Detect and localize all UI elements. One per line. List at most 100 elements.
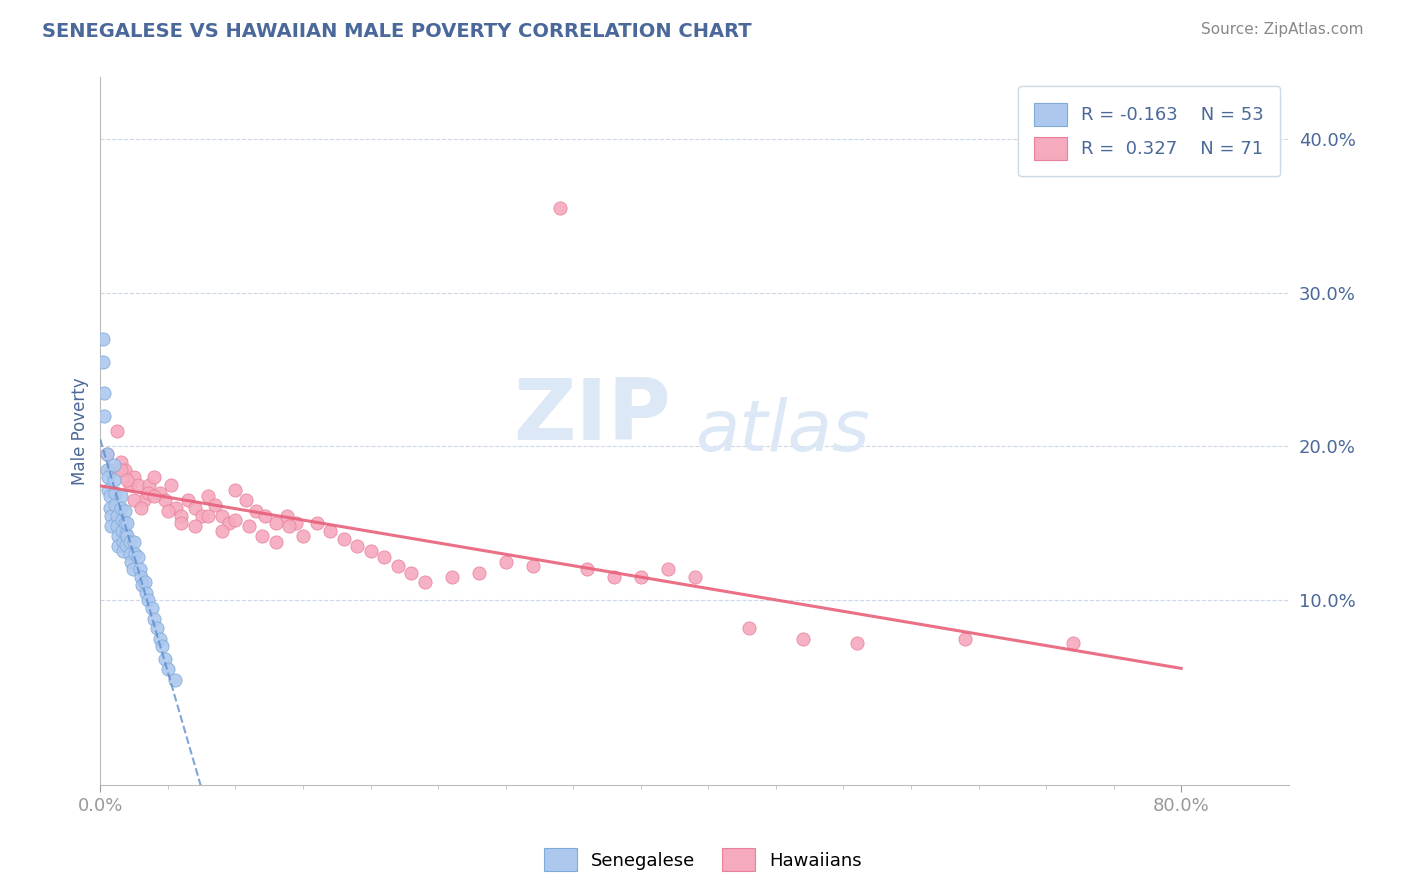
Point: [120, 547, 142, 561]
Point: [373, 550, 395, 565]
Point: [127, 550, 149, 565]
Point: [224, 513, 246, 527]
Point: [683, 570, 706, 584]
Point: [91, 355, 114, 369]
Point: [218, 516, 240, 531]
Point: [107, 540, 129, 554]
Point: [254, 508, 277, 523]
Point: [104, 485, 127, 500]
Point: [112, 534, 135, 549]
Point: [156, 504, 179, 518]
Point: [98, 489, 121, 503]
Point: [495, 555, 517, 569]
Point: [112, 544, 135, 558]
Point: [149, 632, 172, 646]
Point: [953, 632, 976, 646]
Point: [128, 562, 150, 576]
Point: [98, 500, 121, 515]
Point: [197, 508, 219, 523]
Point: [252, 529, 274, 543]
Point: [245, 504, 267, 518]
Point: [845, 636, 868, 650]
Point: [235, 493, 257, 508]
Point: [264, 534, 287, 549]
Point: [346, 540, 368, 554]
Point: [135, 585, 157, 599]
Point: [1062, 636, 1084, 650]
Point: [143, 612, 166, 626]
Point: [131, 578, 153, 592]
Point: [107, 529, 129, 543]
Point: [657, 562, 679, 576]
Point: [146, 621, 169, 635]
Point: [143, 489, 166, 503]
Point: [122, 534, 145, 549]
Point: [105, 424, 128, 438]
Point: [738, 621, 761, 635]
Y-axis label: Male Poverty: Male Poverty: [72, 377, 89, 485]
Point: [129, 570, 152, 584]
Point: [117, 516, 139, 531]
Text: SENEGALESE VS HAWAIIAN MALE POVERTY CORRELATION CHART: SENEGALESE VS HAWAIIAN MALE POVERTY CORR…: [42, 22, 752, 41]
Text: atlas: atlas: [695, 397, 869, 466]
Point: [630, 570, 652, 584]
Legend: Senegalese, Hawaiians: Senegalese, Hawaiians: [537, 841, 869, 879]
Point: [143, 470, 166, 484]
Text: Source: ZipAtlas.com: Source: ZipAtlas.com: [1201, 22, 1364, 37]
Point: [141, 601, 163, 615]
Point: [285, 516, 308, 531]
Point: [184, 519, 207, 533]
Point: [103, 473, 125, 487]
Point: [104, 498, 127, 512]
Point: [204, 498, 226, 512]
Point: [115, 527, 138, 541]
Point: [360, 544, 382, 558]
Point: [603, 570, 626, 584]
Point: [117, 529, 139, 543]
Point: [190, 508, 212, 523]
Point: [224, 483, 246, 497]
Point: [121, 562, 143, 576]
Point: [96, 447, 118, 461]
Point: [97, 470, 120, 484]
Point: [575, 562, 598, 576]
Legend: R = -0.163    N = 53, R =  0.327    N = 71: R = -0.163 N = 53, R = 0.327 N = 71: [1018, 87, 1281, 177]
Point: [264, 516, 287, 531]
Point: [292, 529, 315, 543]
Point: [114, 504, 136, 518]
Point: [103, 458, 125, 472]
Point: [120, 534, 142, 549]
Point: [114, 462, 136, 476]
Point: [105, 508, 128, 523]
Point: [129, 500, 152, 515]
Point: [124, 547, 146, 561]
Point: [110, 462, 132, 476]
Point: [319, 524, 342, 538]
Point: [165, 500, 187, 515]
Point: [111, 513, 134, 527]
Point: [278, 519, 301, 533]
Point: [96, 447, 118, 461]
Point: [163, 673, 186, 688]
Point: [91, 332, 114, 346]
Point: [792, 632, 814, 646]
Point: [153, 651, 176, 665]
Point: [149, 485, 172, 500]
Point: [93, 385, 115, 400]
Point: [100, 519, 122, 533]
Point: [305, 516, 328, 531]
Point: [413, 574, 436, 589]
Point: [238, 519, 260, 533]
Point: [156, 662, 179, 676]
Point: [170, 508, 193, 523]
Point: [120, 478, 142, 492]
Point: [117, 473, 139, 487]
Point: [387, 559, 409, 574]
Point: [153, 493, 176, 508]
Point: [132, 493, 155, 508]
Point: [440, 570, 463, 584]
Point: [522, 559, 544, 574]
Point: [97, 483, 120, 497]
Point: [134, 574, 156, 589]
Point: [197, 489, 219, 503]
